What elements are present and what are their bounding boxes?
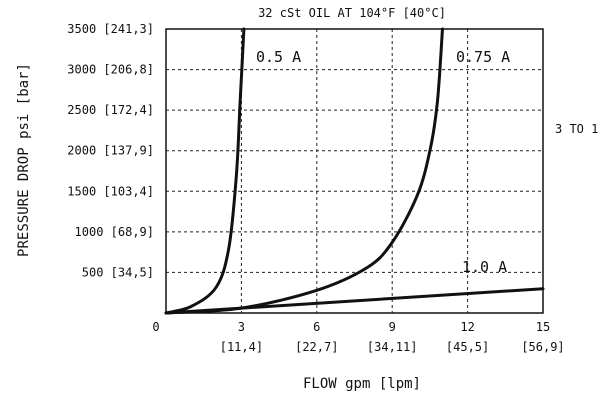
series-label-0-75a: 0.75 A <box>456 48 510 66</box>
y-axis-label: PRESSURE DROP psi [bar] <box>16 63 32 257</box>
x-tick-label: 12 <box>460 320 474 334</box>
series-line <box>164 27 444 315</box>
y-tick-label: 2000 [137,9] <box>67 144 154 158</box>
x-tick-label: 0 <box>152 320 159 334</box>
series-line <box>164 287 545 315</box>
x-tick-sublabel: [11,4] <box>220 340 263 354</box>
plot-frame <box>165 28 544 314</box>
tick-labels: 0 3 [11,4] 6 [22,7] 9 [34,11] 12 [45,5] 15 [56,9] 5… <box>67 22 564 354</box>
x-axis-label: FLOW gpm [lpm] <box>303 376 421 392</box>
x-tick-sublabel: [56,9] <box>521 340 564 354</box>
y-tick-label: 3500 [241,3] <box>67 22 154 36</box>
x-tick-sublabel: [45,5] <box>446 340 489 354</box>
series-label-0-5a: 0.5 A <box>256 48 301 66</box>
x-tick-sublabel: [22,7] <box>295 340 338 354</box>
y-tick-label: 1000 [68,9] <box>75 225 154 239</box>
y-tick-label: 3000 [206,8] <box>67 63 154 77</box>
y-tick-label: 500 [34,5] <box>82 265 154 279</box>
x-tick-sublabel: [34,11] <box>367 340 418 354</box>
x-tick-label: 3 <box>238 320 245 334</box>
series-curves: 0.5 A 0.75 A 1.0 A <box>164 27 545 315</box>
x-tick-label: 15 <box>536 320 550 334</box>
series-line <box>164 27 246 315</box>
y-tick-label: 2500 [172,4] <box>67 103 154 117</box>
side-note: 3 TO 1 <box>555 122 598 136</box>
chart-title: 32 cSt OIL AT 104°F [40°C] <box>258 6 446 20</box>
y-tick-label: 1500 [103,4] <box>67 184 154 198</box>
gridlines <box>166 29 543 313</box>
x-tick-label: 6 <box>313 320 320 334</box>
x-tick-label: 9 <box>389 320 396 334</box>
series-label-1-0a: 1.0 A <box>462 258 507 276</box>
